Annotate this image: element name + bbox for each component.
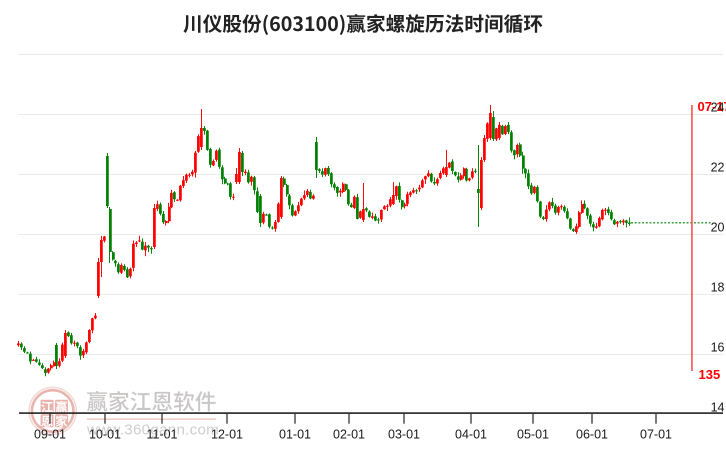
svg-text:05-01: 05-01 xyxy=(517,428,549,442)
svg-text:01-01: 01-01 xyxy=(279,428,311,442)
svg-text:06-01: 06-01 xyxy=(576,428,608,442)
svg-text:02-01: 02-01 xyxy=(333,428,365,442)
svg-text:03-01: 03-01 xyxy=(388,428,420,442)
svg-text:www.360gann.com: www.360gann.com xyxy=(86,422,219,439)
svg-text:04-01: 04-01 xyxy=(455,428,487,442)
svg-text:12-01: 12-01 xyxy=(211,428,243,442)
svg-text:135: 135 xyxy=(699,367,721,382)
svg-text:16: 16 xyxy=(711,341,725,355)
svg-text:18: 18 xyxy=(711,281,725,295)
svg-text:20: 20 xyxy=(711,221,725,235)
svg-text:10-01: 10-01 xyxy=(89,428,121,442)
svg-text:24: 24 xyxy=(711,101,725,115)
svg-text:14: 14 xyxy=(711,401,725,415)
svg-text:07-01: 07-01 xyxy=(640,428,672,442)
svg-text:22: 22 xyxy=(711,161,725,175)
svg-text:07-17: 07-17 xyxy=(698,99,726,114)
svg-text:09-01: 09-01 xyxy=(34,428,66,442)
svg-text:11-01: 11-01 xyxy=(146,428,177,442)
